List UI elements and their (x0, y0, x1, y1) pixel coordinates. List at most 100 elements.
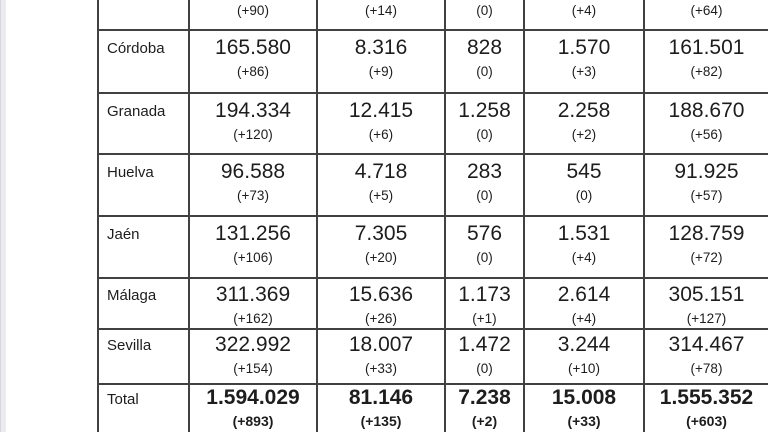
cell-value: 96.588 (220, 160, 286, 183)
cell-value: 18.007 (348, 333, 414, 356)
cell-delta: (0) (476, 3, 493, 18)
data-cell: 1.555.352 (+603) (645, 385, 768, 432)
cell-delta: (+4) (571, 250, 597, 265)
cell-delta: (+3) (571, 64, 597, 79)
data-cell: 7.238 (+2) (446, 385, 525, 432)
cell-delta: (+86) (237, 64, 269, 79)
cell-delta: (+106) (233, 250, 273, 265)
data-cell: (0) (446, 0, 525, 29)
cell-delta: (+5) (368, 188, 394, 203)
statistics-table: (+90) (+14) (0) (+4) (+64) Córdoba 165.580 (+86… (97, 0, 768, 432)
province-name: Málaga (107, 287, 157, 304)
data-cell: 3.244 (+10) (525, 330, 645, 383)
data-cell: 311.369 (+162) (190, 279, 318, 329)
province-name: Granada (107, 103, 166, 120)
cell-delta: (+162) (233, 311, 273, 326)
cell-delta: (+10) (568, 361, 600, 376)
cell-delta: (+154) (233, 361, 273, 376)
data-cell: (+90) (190, 0, 318, 29)
data-cell: 128.759 (+72) (645, 217, 768, 277)
cell-delta: (+20) (365, 250, 397, 265)
province-name: Córdoba (107, 40, 165, 57)
cell-delta: (+56) (690, 127, 723, 142)
province-name: Jaén (107, 226, 140, 243)
cell-value: 165.580 (215, 36, 291, 59)
cell-delta: (0) (476, 127, 493, 142)
data-cell: 828 (0) (446, 31, 525, 92)
data-cell: 1.258 (0) (446, 94, 525, 153)
cell-value: 15.636 (348, 283, 414, 306)
cell-value: 1.555.352 (659, 386, 754, 409)
data-cell: 1.472 (0) (446, 330, 525, 383)
cell-value: 188.670 (668, 99, 745, 122)
table-row: Total 1.594.029 (+893) 81.146 (+135) 7.238 (+2… (97, 385, 768, 432)
data-cell: 576 (0) (446, 217, 525, 277)
cell-value: 1.594.029 (206, 386, 300, 409)
cell-value: 1.258 (458, 99, 511, 122)
cell-value: 131.256 (215, 222, 291, 245)
cell-value: 314.467 (668, 333, 745, 356)
data-cell: 8.316 (+9) (318, 31, 446, 92)
data-cell: 1.594.029 (+893) (190, 385, 318, 432)
table-row: (+90) (+14) (0) (+4) (+64) (97, 0, 768, 31)
data-cell: 1.173 (+1) (446, 279, 525, 329)
cell-delta: (0) (476, 64, 493, 79)
cell-value: 322.992 (215, 333, 291, 356)
data-cell: 322.992 (+154) (190, 330, 318, 383)
cell-delta: (+6) (368, 127, 394, 142)
cell-delta: (+64) (690, 3, 723, 18)
data-cell: 305.151 (+127) (645, 279, 768, 329)
cell-delta: (+4) (571, 3, 597, 18)
cell-delta: (0) (575, 188, 593, 203)
cell-value: 1.531 (557, 222, 611, 245)
data-cell: 15.636 (+26) (318, 279, 446, 329)
cell-delta: (+2) (571, 127, 597, 142)
data-cell: 18.007 (+33) (318, 330, 446, 383)
table-row: Córdoba 165.580 (+86) 8.316 (+9) 828 (0) 1.570 (… (97, 31, 768, 94)
province-name: Total (107, 391, 139, 408)
cell-value: 7.305 (354, 222, 408, 245)
data-cell: 165.580 (+86) (190, 31, 318, 92)
data-cell: 4.718 (+5) (318, 155, 446, 215)
data-cell: 131.256 (+106) (190, 217, 318, 277)
cell-value: 2.258 (557, 99, 611, 122)
cell-value: 1.570 (557, 36, 611, 59)
province-name-cell: Jaén (97, 217, 190, 277)
cell-value: 576 (466, 222, 503, 245)
province-name-cell: Total (97, 385, 190, 432)
data-cell: 545 (0) (525, 155, 645, 215)
table-row: Sevilla 322.992 (+154) 18.007 (+33) 1.472 (0) 3… (97, 330, 768, 385)
table-row: Granada 194.334 (+120) 12.415 (+6) 1.258 (0) 2.… (97, 94, 768, 155)
table-row: Jaén 131.256 (+106) 7.305 (+20) 576 (0) 1.531 (+… (97, 217, 768, 279)
cell-value: 545 (566, 160, 602, 183)
cell-value: 194.334 (215, 99, 291, 122)
data-cell: 2.614 (+4) (525, 279, 645, 329)
table-row: Málaga 311.369 (+162) 15.636 (+26) 1.173 (+1) 2… (97, 279, 768, 330)
cell-value: 311.369 (215, 283, 291, 306)
province-name-cell: Málaga (97, 279, 190, 329)
cell-delta: (+603) (686, 413, 727, 429)
data-cell: 194.334 (+120) (190, 94, 318, 153)
cell-value: 3.244 (557, 333, 611, 356)
cell-delta: (+14) (365, 3, 397, 18)
cell-delta: (+33) (365, 361, 397, 376)
data-cell: 2.258 (+2) (525, 94, 645, 153)
data-cell: 96.588 (+73) (190, 155, 318, 215)
province-name-cell: Sevilla (97, 330, 190, 383)
cell-delta: (+33) (567, 413, 601, 429)
cell-delta: (+26) (365, 311, 397, 326)
data-cell: 1.531 (+4) (525, 217, 645, 277)
data-cell: 314.467 (+78) (645, 330, 768, 383)
data-cell: 15.008 (+33) (525, 385, 645, 432)
data-cell: 12.415 (+6) (318, 94, 446, 153)
cell-value: 1.173 (458, 283, 511, 306)
province-name-cell: Córdoba (97, 31, 190, 92)
data-cell: 188.670 (+56) (645, 94, 768, 153)
province-name: Sevilla (107, 337, 152, 354)
left-edge-strip (0, 0, 6, 432)
province-name-cell: Huelva (97, 155, 190, 215)
data-cell: 283 (0) (446, 155, 525, 215)
province-name-cell: Granada (97, 94, 190, 153)
cell-value: 305.151 (668, 283, 745, 306)
cell-delta: (+2) (471, 413, 498, 429)
